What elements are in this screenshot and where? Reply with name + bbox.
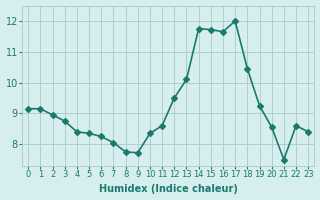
X-axis label: Humidex (Indice chaleur): Humidex (Indice chaleur) [99,184,238,194]
